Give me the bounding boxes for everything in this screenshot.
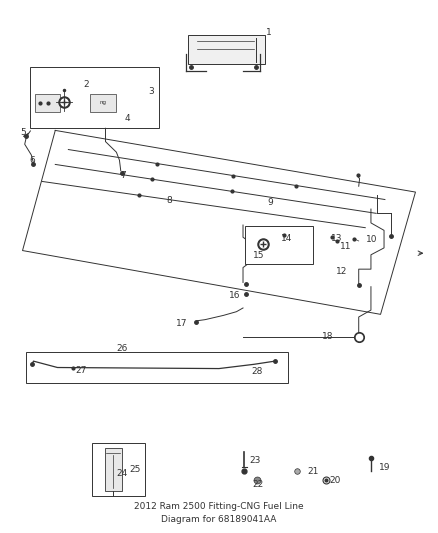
Text: 18: 18	[321, 332, 333, 341]
Text: 28: 28	[252, 367, 263, 376]
Text: 14: 14	[281, 235, 292, 244]
Text: 2: 2	[83, 80, 88, 89]
Text: 17: 17	[176, 319, 187, 328]
Text: 8: 8	[166, 196, 172, 205]
Bar	[245, 225, 313, 264]
Text: 1: 1	[266, 28, 272, 37]
Text: 27: 27	[75, 366, 86, 375]
Text: 16: 16	[229, 291, 240, 300]
Text: 4: 4	[124, 114, 130, 123]
Text: ng: ng	[100, 100, 107, 105]
Text: 13: 13	[331, 235, 343, 244]
Bar	[105, 448, 122, 491]
Text: 11: 11	[340, 242, 351, 251]
Text: 2012 Ram 2500 Fitting-CNG Fuel Line
Diagram for 68189041AA: 2012 Ram 2500 Fitting-CNG Fuel Line Diag…	[134, 502, 304, 524]
Text: 5: 5	[21, 128, 26, 137]
Text: 26: 26	[117, 344, 128, 353]
Text: 15: 15	[254, 252, 265, 260]
Bar	[30, 67, 159, 128]
Text: 24: 24	[117, 470, 128, 478]
Text: 7: 7	[120, 171, 126, 180]
Text: 21: 21	[307, 467, 318, 475]
Text: 20: 20	[329, 476, 340, 484]
Text: 6: 6	[29, 156, 35, 165]
Bar	[188, 35, 265, 64]
Polygon shape	[22, 131, 416, 314]
Text: 12: 12	[336, 268, 347, 276]
Bar	[92, 443, 145, 496]
Text: 9: 9	[268, 198, 273, 207]
Text: 10: 10	[366, 236, 378, 245]
Bar	[90, 94, 117, 112]
Text: 25: 25	[130, 465, 141, 474]
Bar	[26, 352, 288, 383]
Bar	[35, 94, 60, 112]
Text: 22: 22	[253, 480, 264, 489]
Text: 19: 19	[379, 463, 391, 472]
Text: 3: 3	[148, 86, 154, 95]
Text: 23: 23	[250, 456, 261, 465]
